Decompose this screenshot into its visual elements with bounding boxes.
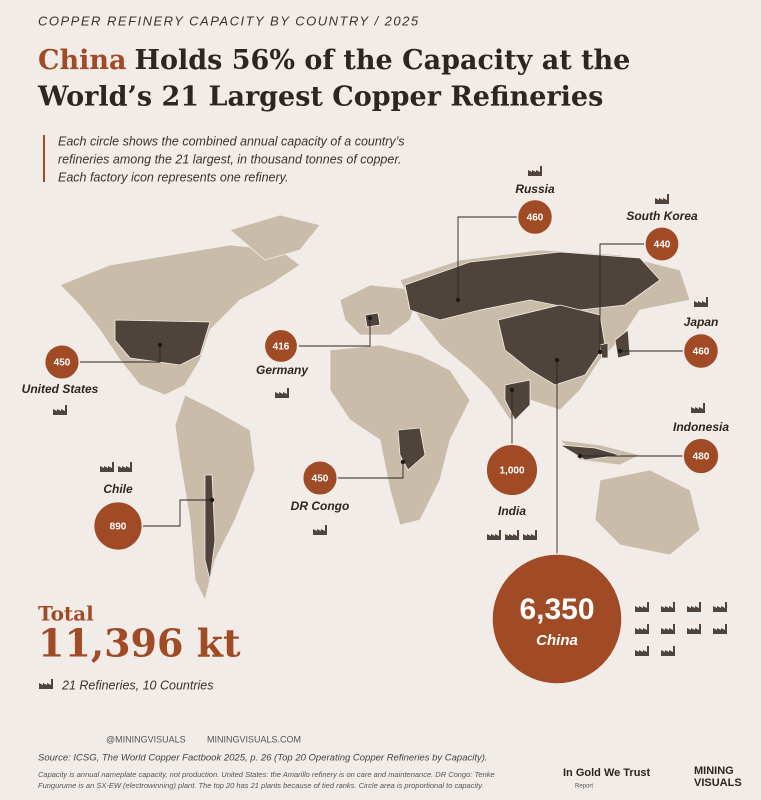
leader-line (457, 216, 517, 300)
factory-icon (713, 602, 727, 612)
highlighted-countries (114, 251, 661, 581)
country-dot (597, 349, 603, 355)
factory-icon (505, 530, 519, 540)
total-value: 11,396 kt (38, 621, 241, 666)
factory-icon (713, 624, 727, 634)
country-dot (367, 315, 373, 321)
country-name: India (498, 504, 526, 518)
note: Capacity is annual nameplate capacity, n… (38, 770, 495, 779)
logo-mv: VISUALS (694, 777, 742, 789)
factory-icon (661, 646, 675, 656)
website: MININGVISUALS.COM (207, 734, 301, 744)
capacity-label: 440 (654, 240, 671, 251)
capacity-circle (263, 328, 299, 364)
title-line-1: China Holds 56% of the Capacity at the (38, 45, 630, 76)
country-name: South Korea (626, 209, 698, 223)
leader-line (141, 499, 212, 527)
capacity-circle (516, 198, 554, 236)
factory-icon (528, 166, 542, 176)
capacity-circle (485, 443, 539, 497)
factory-icon (100, 462, 114, 472)
handle: @MININGVISUALS (106, 734, 186, 744)
factory-icon (487, 530, 501, 540)
logo-gold: In Gold We Trust (563, 767, 651, 779)
factory-icon (687, 602, 701, 612)
capacity-label: 480 (693, 452, 710, 463)
description: refineries among the 21 largest, in thou… (58, 152, 402, 166)
total-label: Total (38, 602, 94, 626)
total-detail: 21 Refineries, 10 Countries (61, 678, 213, 692)
factory-icon (635, 646, 649, 656)
logo-mv: MINING (694, 765, 734, 777)
factory-icon (313, 525, 327, 535)
title-text: Holds 56% of the Capacity at the (135, 45, 631, 76)
capacity-circle (301, 459, 339, 497)
source: Source: ICSG, The World Copper Factbook … (38, 753, 488, 764)
logo-gold-sub: Report (575, 784, 593, 790)
capacity-circle (491, 553, 623, 685)
country-dot (554, 357, 560, 363)
note: Fungurume is an SX-EW (electrowinning) p… (38, 781, 484, 790)
country-dot (455, 297, 461, 303)
factory-icon (691, 403, 705, 413)
title-highlight: China (38, 45, 127, 76)
leader-line (80, 345, 161, 363)
country-name: Japan (684, 315, 719, 329)
country-name: Russia (515, 182, 555, 196)
factory-icon (275, 388, 289, 398)
country-dot (400, 459, 406, 465)
leader-line (338, 462, 404, 479)
country-dot (617, 348, 623, 354)
factory-icon (661, 602, 675, 612)
capacity-circle (43, 343, 81, 381)
factory-icon (694, 297, 708, 307)
country-name: China (536, 632, 578, 649)
factory-icon (523, 530, 537, 540)
capacity-circle (644, 226, 680, 262)
capacity-circle (682, 437, 720, 475)
country-name: Germany (256, 363, 309, 377)
capacity-label: 450 (54, 358, 71, 369)
title-line-2: World’s 21 Largest Copper Refineries (37, 82, 603, 113)
capacity-circle (682, 332, 720, 370)
kicker: COPPER REFINERY CAPACITY BY COUNTRY / 20… (38, 13, 420, 28)
description: Each factory icon represents one refiner… (58, 170, 288, 184)
factory-icon (53, 405, 67, 415)
capacity-label: 450 (312, 474, 329, 485)
country-name: DR Congo (291, 499, 350, 513)
factory-icon (118, 462, 132, 472)
capacity-label: 460 (527, 213, 544, 224)
capacity-label: 416 (273, 342, 290, 353)
factory-icon (635, 602, 649, 612)
country-name: Chile (103, 482, 133, 496)
factory-icon (635, 624, 649, 634)
capacity-label: 6,350 (519, 593, 594, 626)
country-dot (209, 497, 215, 503)
leader-line (299, 318, 371, 347)
leader-line (599, 243, 644, 352)
country-dot (577, 453, 583, 459)
factory-icon (655, 194, 669, 204)
capacity-label: 460 (693, 347, 710, 358)
capacity-label: 1,000 (499, 466, 524, 477)
description: Each circle shows the combined annual ca… (58, 134, 404, 148)
country-dot (509, 387, 515, 393)
country-dot (157, 342, 163, 348)
capacity-label: 890 (110, 522, 127, 533)
capacity-circle (92, 500, 144, 552)
factory-icon (687, 624, 701, 634)
factory-icon (39, 679, 53, 689)
country-name: United States (22, 382, 99, 396)
factory-icon (661, 624, 675, 634)
country-name: Indonesia (673, 420, 729, 434)
